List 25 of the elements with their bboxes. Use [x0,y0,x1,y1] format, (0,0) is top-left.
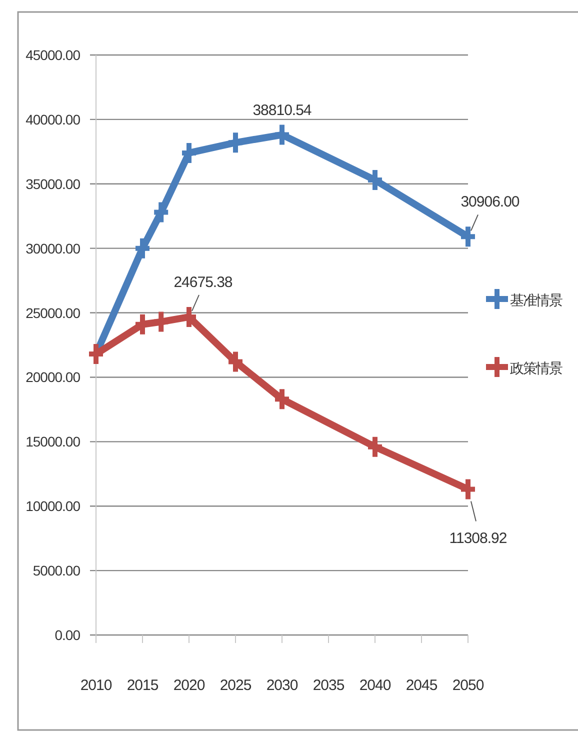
y-tick-label: 35000.00 [26,176,81,192]
x-tick-label: 2015 [126,677,158,694]
y-tick-label: 20000.00 [26,369,81,386]
y-tick-label: 15000.00 [26,434,81,450]
y-tick-label: 40000.00 [26,111,81,128]
x-tick-label: 2025 [220,677,252,694]
x-tick-label: 2050 [452,677,484,694]
data-label: 30906.00 [460,194,520,211]
y-tick-label: 25000.00 [26,304,81,321]
data-label: 38810.54 [252,102,312,119]
y-tick-label: 45000.00 [26,47,81,63]
y-tick-label: 5000.00 [32,562,81,579]
y-tick-label: 0.00 [54,627,81,643]
y-tick-label: 30000.00 [26,240,81,256]
legend-label: 基准情景 [510,292,563,308]
x-tick-label: 2020 [173,677,205,694]
legend-label: 政策情景 [510,360,563,376]
data-label: 24675.38 [174,274,232,291]
data-label: 11308.92 [449,530,507,548]
x-tick-label: 2010 [80,677,112,694]
x-tick-label: 2030 [266,677,298,694]
x-tick-label: 2035 [312,677,344,694]
x-tick-label: 2045 [406,677,438,694]
x-tick-label: 2040 [359,677,391,694]
y-tick-label: 10000.00 [26,498,81,514]
